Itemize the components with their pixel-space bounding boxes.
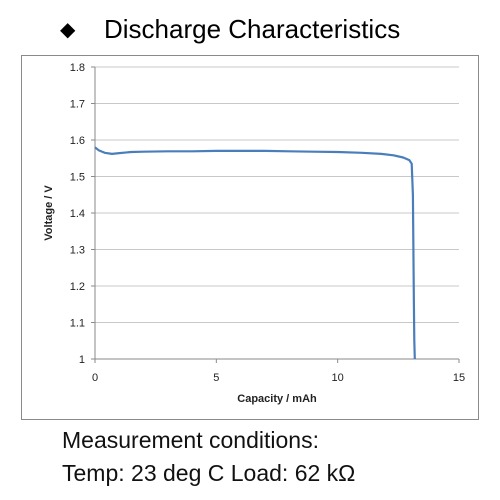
y-tick-label: 1.5 xyxy=(70,172,85,184)
x-tick-label: 5 xyxy=(213,372,219,384)
ticks-layer: 1 1.1 1.2 1.3 1.4 1.5 1.6 1.7 1.8 0 5 10 15 xyxy=(70,62,465,384)
y-tick-label: 1.4 xyxy=(70,208,85,220)
x-axis-title: Capacity / mAh xyxy=(237,393,317,405)
y-tick-label: 1.6 xyxy=(70,135,85,147)
x-tick-label: 10 xyxy=(332,372,344,384)
series-layer xyxy=(94,146,416,360)
measurement-conditions-detail: Temp: 23 deg C Load: 62 kΩ xyxy=(62,460,356,486)
chart-frame: 1 1.1 1.2 1.3 1.4 1.5 1.6 1.7 1.8 0 5 10 15 Capacity… xyxy=(21,55,479,420)
y-tick-label: 1.3 xyxy=(70,245,85,257)
x-tick-label: 15 xyxy=(453,372,465,384)
y-tick-label: 1.1 xyxy=(70,318,85,330)
y-tick-label: 1.7 xyxy=(70,99,85,111)
diamond-bullet-icon: ◆ xyxy=(60,17,76,41)
grid-layer xyxy=(95,66,459,323)
y-tick-label: 1.8 xyxy=(70,62,85,74)
x-tick-label: 0 xyxy=(92,372,98,384)
y-axis-title: Voltage / V xyxy=(43,185,55,241)
y-tick-label: 1 xyxy=(79,354,85,366)
y-tick-label: 1.2 xyxy=(70,281,85,293)
measurement-conditions-heading: Measurement conditions: xyxy=(62,427,319,453)
page-title: Discharge Characteristics xyxy=(104,13,401,44)
discharge-chart: 1 1.1 1.2 1.3 1.4 1.5 1.6 1.7 1.8 0 5 10 15 Capacity… xyxy=(43,62,465,405)
title-row: ◆ Discharge Characteristics xyxy=(60,12,400,46)
voltage-series-line xyxy=(94,146,416,360)
